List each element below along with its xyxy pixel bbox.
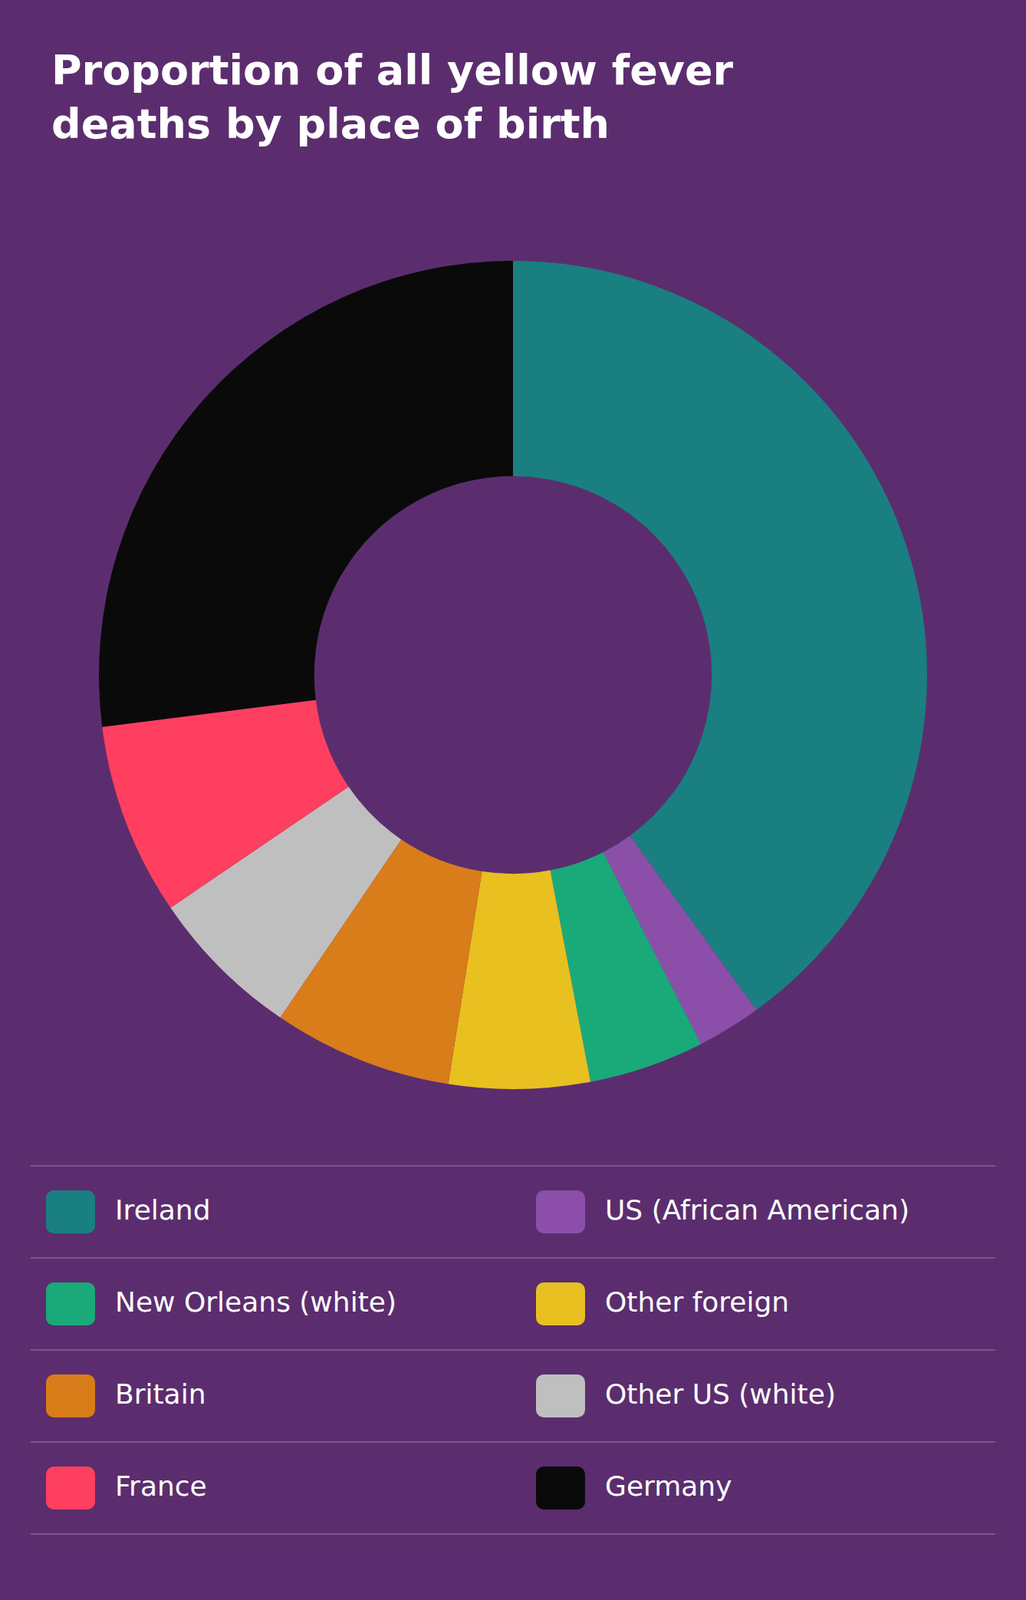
legend-swatch <box>536 1190 586 1234</box>
title: Proportion of all yellow feverdeaths by … <box>51 46 734 148</box>
legend-divider <box>30 1257 996 1259</box>
legend-divider <box>30 1349 996 1351</box>
legend-divider <box>30 1533 996 1535</box>
chart: Proportion of all yellow feverdeaths by … <box>0 0 1026 1600</box>
slice <box>98 260 513 727</box>
legend-label: France <box>115 1469 208 1502</box>
legend-label: New Orleans (white) <box>115 1285 397 1318</box>
legend-divider <box>30 1165 996 1167</box>
legend-swatch <box>536 1466 586 1510</box>
legend-swatch <box>46 1282 96 1326</box>
legend-swatch <box>46 1190 96 1234</box>
legend-label: Other US (white) <box>605 1377 836 1410</box>
legend-label: US (African American) <box>605 1193 910 1226</box>
legend: Ireland US (African American) New Orleans … <box>30 1165 996 1534</box>
legend-label: Other foreign <box>605 1285 790 1318</box>
legend-swatch <box>536 1374 586 1418</box>
legend-divider <box>30 1441 996 1443</box>
background <box>0 0 1026 1600</box>
legend-label: Ireland <box>115 1193 211 1226</box>
slice <box>101 699 349 908</box>
legend-swatch <box>536 1282 586 1326</box>
chart-container: Proportion of all yellow feverdeaths by … <box>0 0 1026 1600</box>
legend-label: Britain <box>115 1377 207 1410</box>
legend-swatch <box>46 1374 96 1418</box>
legend-label: Germany <box>605 1469 732 1502</box>
legend-swatch <box>46 1466 96 1510</box>
donut <box>98 260 928 1089</box>
